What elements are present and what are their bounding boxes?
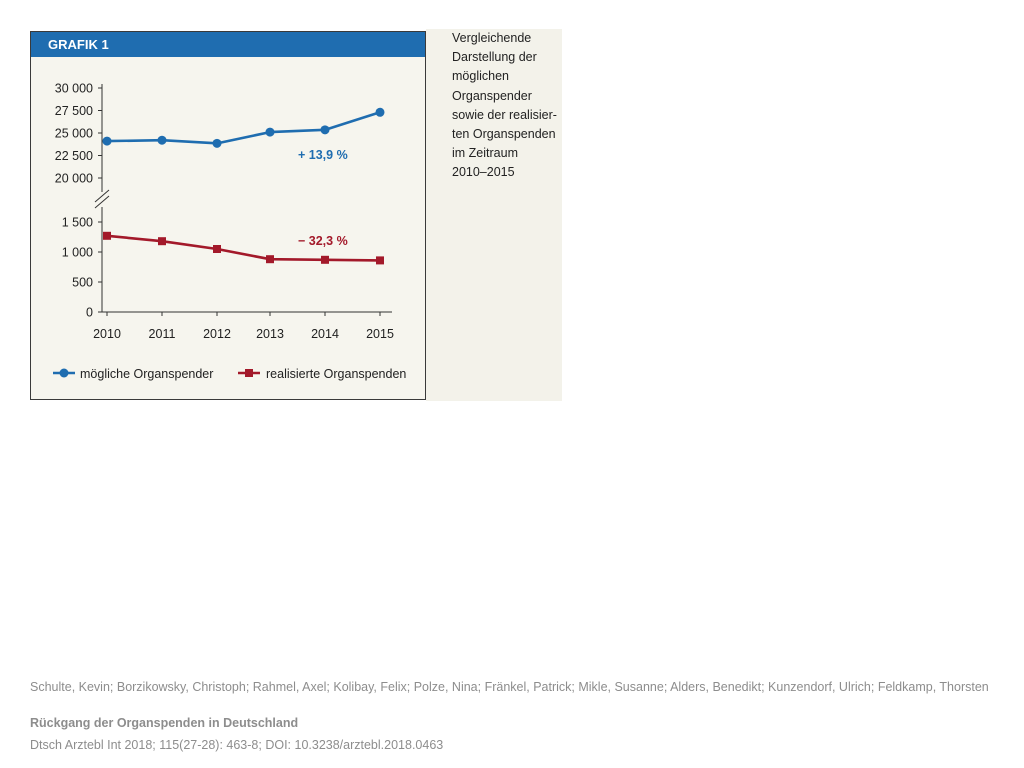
y-tick-label: 1 500 [62,216,93,230]
caption-line: im Zeitraum [452,146,518,161]
y-tick-label: 25 000 [55,127,93,141]
x-tick-label: 2012 [203,327,231,341]
caption-line: Darstellung der [452,50,537,65]
data-point [266,255,274,264]
y-tick-label: 500 [72,276,93,290]
caption-panel [426,29,562,401]
data-point [213,245,221,253]
data-point [321,255,329,264]
y-tick-label: 27 500 [55,104,93,118]
data-point [212,138,222,148]
figure-caption: Vergleichende Darstellung der möglichen … [452,29,572,183]
series-line [106,111,381,145]
reference-journal: Dtsch Arztebl Int 2018; 115(27-28): 463-… [30,738,444,752]
x-tick-label: 2011 [149,327,176,341]
data-point [265,127,275,137]
legend-marker [245,369,253,377]
caption-line: 2010–2015 [452,165,515,180]
axis-break-mark [94,195,110,209]
caption-line: möglichen [452,69,509,84]
y-tick-label: 22 500 [55,149,93,163]
x-tick-label: 2013 [256,327,284,341]
data-point [157,135,167,145]
figure-title: GRAFIK 1 [31,32,425,57]
caption-line: Organspender [452,88,532,103]
y-tick-label: 30 000 [55,82,93,96]
legend-marker [59,368,69,378]
axis-break-mark [94,189,110,203]
x-tick-label: 2014 [311,327,339,341]
legend-label: mögliche Organspender [80,367,213,381]
y-tick-label: 0 [86,306,93,320]
x-tick-label: 2015 [366,327,394,341]
data-point [320,125,330,135]
caption-line: ten Organspenden [452,127,556,142]
reference-authors: Schulte, Kevin; Borzikowsky, Christoph; … [30,680,989,694]
x-tick-label: 2010 [93,327,121,341]
change-annotation: − 32,3 % [298,234,348,248]
series-line [106,234,381,262]
line-chart: 20 000 22 500 25 000 27 500 30 000 0 500 1 000 1… [53,82,406,381]
reference-title: Rückgang der Organspenden in Deutschland [30,716,299,730]
caption-line: Vergleichende [452,31,532,45]
data-point [375,107,385,117]
data-point [158,237,166,246]
y-tick-label: 1 000 [62,246,93,260]
data-point [376,256,384,265]
data-point [103,231,111,240]
figure-panel: GRAFIK 1 [30,31,426,400]
change-annotation: + 13,9 % [298,148,348,162]
caption-line: sowie der realisier- [452,107,557,122]
legend-label: realisierte Organspenden [266,367,406,381]
data-point [102,136,112,146]
y-tick-label: 20 000 [55,172,93,186]
